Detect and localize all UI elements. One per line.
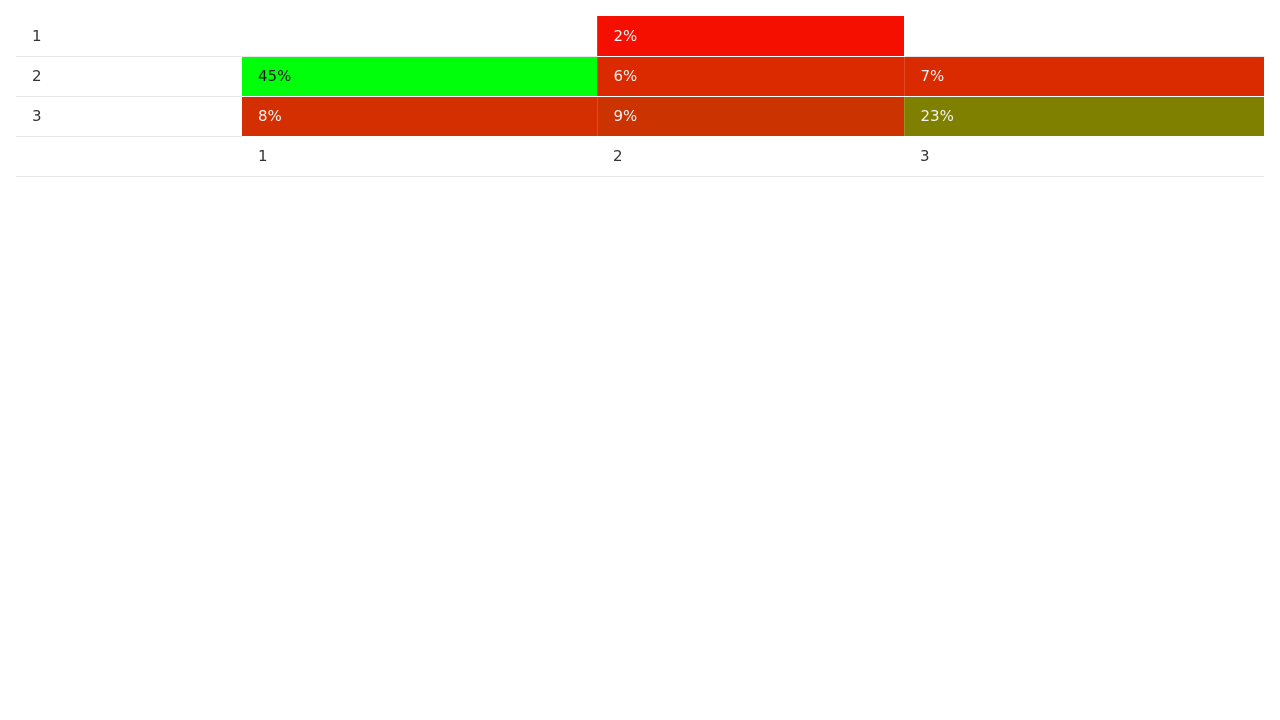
heatmap-row: 2 45% 6% 7% bbox=[16, 56, 1265, 97]
heatmap-cell bbox=[242, 16, 598, 57]
heatmap-cell: 2% bbox=[597, 16, 905, 57]
heatmap-cell: 23% bbox=[904, 96, 1265, 137]
heatmap-cell: 9% bbox=[597, 96, 905, 137]
corner-cell bbox=[16, 136, 242, 177]
column-label: 2 bbox=[597, 136, 904, 177]
heatmap-table: 1 2% 2 45% 6% 7% 3 8% 9% 23% 1 2 3 bbox=[16, 16, 1265, 177]
heatmap-cell: 8% bbox=[242, 96, 598, 137]
heatmap-row: 1 2% bbox=[16, 16, 1265, 57]
row-label: 3 bbox=[16, 96, 242, 137]
heatmap-body: 1 2% 2 45% 6% 7% 3 8% 9% 23% 1 2 3 bbox=[16, 16, 1265, 177]
heatmap-cell bbox=[904, 16, 1265, 57]
heatmap-row: 3 8% 9% 23% bbox=[16, 96, 1265, 137]
column-label: 3 bbox=[904, 136, 1264, 177]
heatmap-cell: 6% bbox=[597, 56, 905, 97]
row-label: 1 bbox=[16, 16, 242, 57]
row-label: 2 bbox=[16, 56, 242, 97]
heatmap-cell: 45% bbox=[242, 56, 598, 97]
heatmap-cell: 7% bbox=[904, 56, 1265, 97]
column-label: 1 bbox=[242, 136, 597, 177]
